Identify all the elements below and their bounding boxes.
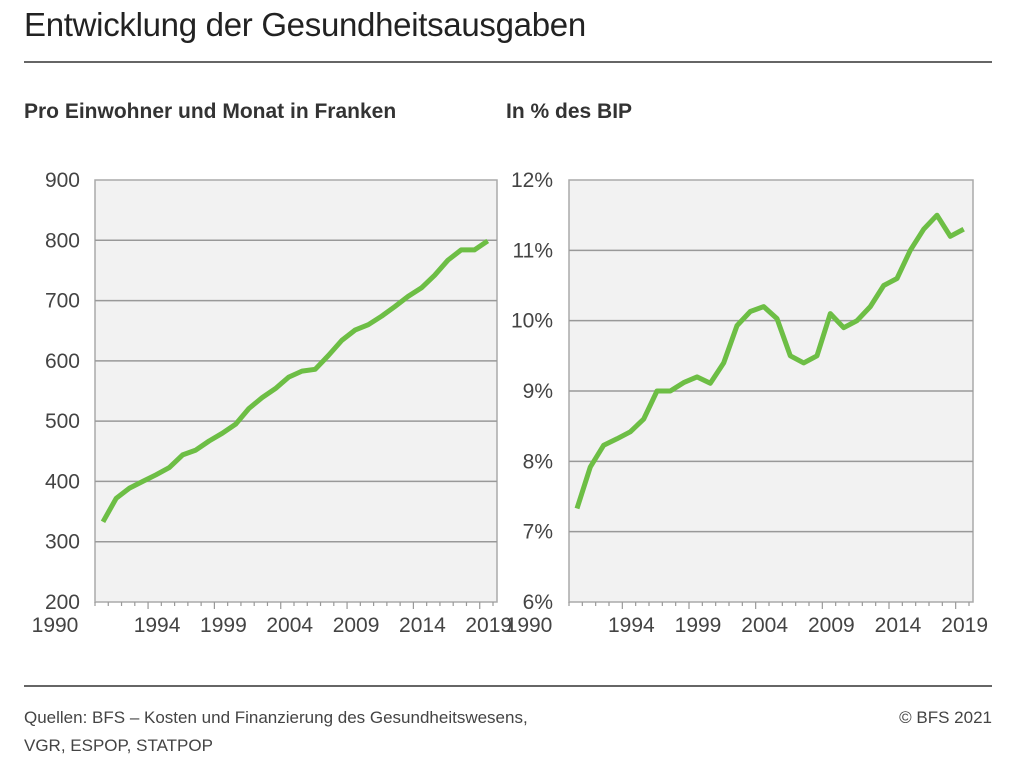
x-tick-label: 2009 (808, 614, 855, 637)
source-line-1: Quellen: BFS – Kosten und Finanzierung d… (24, 708, 528, 727)
x-tick-label: 2014 (399, 614, 446, 637)
x-tick-label: 1994 (608, 614, 655, 637)
y-tick-label: 500 (45, 410, 80, 433)
chart-title-right: In % des BIP (506, 100, 633, 123)
y-tick-label: 700 (45, 290, 80, 313)
source-line-2: VGR, ESPOP, STATPOP (24, 736, 213, 755)
footer-divider (24, 685, 992, 687)
series-line (574, 212, 965, 510)
x-tick-label: 2014 (875, 614, 922, 637)
x-tick-label: 1994 (134, 614, 181, 637)
chart-left: 200 300 400 500 600 700 800 900 1990 1994 1999 2004… (32, 169, 512, 637)
x-tick-label: 1990 (32, 614, 79, 637)
plot-area (94, 179, 498, 603)
y-tick-label: 7% (523, 521, 553, 544)
y-tick-label: 400 (45, 470, 80, 493)
x-tick-label: 2009 (333, 614, 380, 637)
y-tick-label: 800 (45, 229, 80, 252)
x-tick-label: 2004 (266, 614, 313, 637)
y-tick-label: 6% (523, 591, 553, 614)
y-tick-label: 9% (523, 380, 553, 403)
x-tick-label: 2004 (741, 614, 788, 637)
x-tick-label: 2019 (465, 614, 512, 637)
y-tick-label: 12% (511, 169, 553, 192)
copyright: © BFS 2021 (899, 708, 992, 727)
chart-right: 6% 7% 8% 9% 10% 11% 12% 1990 1994 1999 2004 2009 201… (506, 169, 988, 637)
x-tick-label: 1990 (506, 614, 553, 637)
x-tick-label: 2019 (941, 614, 988, 637)
y-tick-label: 200 (45, 591, 80, 614)
header-divider (24, 61, 992, 63)
x-tick-label: 1999 (200, 614, 247, 637)
page-title: Entwicklung der Gesundheitsausgaben (24, 6, 586, 43)
y-tick-label: 900 (45, 169, 80, 192)
y-tick-label: 8% (523, 450, 553, 473)
y-tick-label: 11% (513, 239, 553, 262)
chart-title-left: Pro Einwohner und Monat in Franken (24, 100, 397, 123)
y-tick-label: 300 (45, 531, 80, 554)
y-tick-label: 600 (45, 350, 80, 373)
y-tick-label: 10% (511, 310, 553, 333)
series-line (100, 238, 490, 524)
x-tick-label: 1999 (675, 614, 722, 637)
